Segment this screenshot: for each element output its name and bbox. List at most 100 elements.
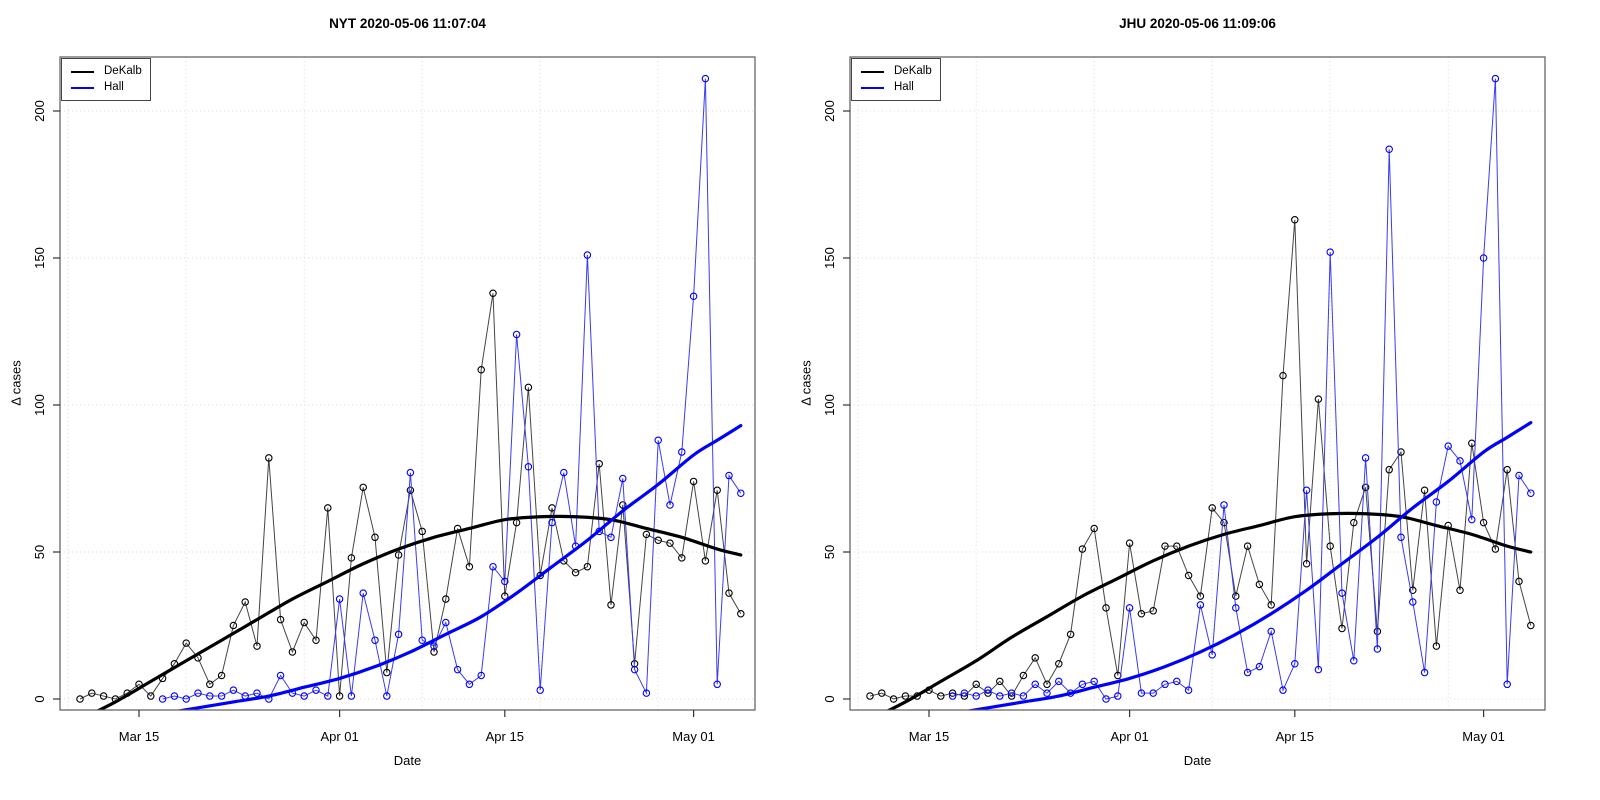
nyt-dekalb-point xyxy=(76,695,84,703)
jhu-hall-point xyxy=(1409,598,1417,606)
jhu-plot-title: JHU 2020-05-06 11:09:06 xyxy=(1119,16,1276,31)
jhu-dekalb-point xyxy=(1031,654,1039,662)
jhu-hall-point xyxy=(1220,501,1228,509)
nyt-dekalb-point xyxy=(147,692,155,700)
jhu-hall-point xyxy=(1302,486,1311,495)
jhu-hall-point xyxy=(1102,695,1110,703)
jhu-hall-point xyxy=(996,692,1004,700)
jhu-dekalb-point xyxy=(866,692,874,700)
nyt-hall-point xyxy=(253,689,261,697)
y-tick-label: 150 xyxy=(822,247,837,269)
jhu-dekalb-point xyxy=(1137,609,1146,618)
x-tick-label: Apr 01 xyxy=(1110,729,1148,744)
jhu-hall-point xyxy=(1291,659,1299,668)
jhu-dekalb-point xyxy=(1385,465,1393,474)
jhu-hall-point xyxy=(1043,689,1051,697)
legend-item-dekalb: DeKalb xyxy=(71,64,150,80)
jhu-dekalb-point xyxy=(1220,518,1228,527)
jhu-x-axis-label: Date xyxy=(1183,753,1212,768)
nyt-hall-point xyxy=(701,74,710,83)
nyt-dekalb-point xyxy=(583,562,592,571)
nyt-plot-title: NYT 2020-05-06 11:07:04 xyxy=(329,16,486,31)
jhu-dekalb-point xyxy=(1232,592,1240,600)
nyt-hall-trend xyxy=(175,423,743,710)
nyt-hall-point xyxy=(359,589,367,597)
nyt-x-axis-label: Date xyxy=(393,753,422,768)
jhu-hall-point xyxy=(1479,254,1488,262)
nyt-dekalb-point xyxy=(607,601,615,609)
jhu-hall-point xyxy=(1527,489,1535,497)
jhu-dekalb-point xyxy=(1302,560,1311,568)
jhu-hall-point xyxy=(1161,680,1169,689)
nyt-hall-point xyxy=(406,468,415,477)
jhu-plot-box xyxy=(849,56,1546,711)
jhu-hall-point xyxy=(1243,668,1252,677)
nyt-dekalb-point xyxy=(300,618,308,627)
nyt-dekalb-point xyxy=(206,680,214,689)
x-tick-label: Mar 15 xyxy=(909,729,949,744)
nyt-dekalb-point xyxy=(383,668,391,677)
jhu-dekalb-trend xyxy=(886,511,1533,710)
jhu-dekalb-point xyxy=(1397,448,1405,456)
jhu-dekalb-point xyxy=(901,692,910,700)
jhu-dekalb-point xyxy=(1527,621,1535,630)
jhu-hall-series-line xyxy=(952,78,1532,700)
nyt-dekalb-point xyxy=(536,571,544,580)
nyt-dekalb-point xyxy=(701,557,710,565)
nyt-dekalb-point xyxy=(253,642,261,650)
jhu-dekalb-point xyxy=(1055,659,1063,668)
jhu-hall-point xyxy=(984,686,992,694)
jhu-dekalb-point xyxy=(1326,542,1334,550)
x-tick-label: Apr 15 xyxy=(486,729,524,744)
jhu-dekalb-point xyxy=(878,689,886,697)
jhu-hall-point xyxy=(1326,248,1334,256)
jhu-dekalb-point xyxy=(1491,545,1500,553)
nyt-dekalb-point xyxy=(335,692,344,700)
jhu-dekalb-point xyxy=(1456,586,1464,594)
nyt-dekalb-point xyxy=(571,568,580,577)
jhu-hall-point xyxy=(1196,601,1205,609)
nyt-dekalb-point xyxy=(737,609,745,618)
nyt-dekalb-point xyxy=(217,671,226,680)
nyt-dekalb-point xyxy=(182,639,190,647)
legend-label-dekalb: DeKalb xyxy=(894,65,932,78)
nyt-plot-box xyxy=(59,56,756,711)
nyt-hall-point xyxy=(335,595,344,603)
nyt-dekalb-point xyxy=(619,501,627,509)
nyt-dekalb-point xyxy=(406,486,415,495)
nyt-hall-point xyxy=(713,680,721,689)
jhu-hall-point xyxy=(1515,471,1523,480)
jhu-dekalb-point xyxy=(1420,486,1429,495)
nyt-dekalb-point xyxy=(654,536,662,544)
nyt-dekalb-point xyxy=(666,539,674,547)
jhu-hall-point xyxy=(1350,657,1358,665)
jhu-hall-point xyxy=(1090,677,1098,686)
jhu-hall-point xyxy=(1173,677,1181,686)
jhu-dekalb-point xyxy=(1267,601,1275,609)
legend-jhu: DeKalb Hall xyxy=(851,58,941,101)
nyt-hall-point xyxy=(737,489,745,497)
nyt-dekalb-point xyxy=(371,533,379,542)
jhu-hall-point xyxy=(1055,677,1063,686)
jhu-dekalb-point xyxy=(1361,483,1370,492)
jhu-dekalb-point xyxy=(1208,504,1216,512)
x-tick-label: Apr 15 xyxy=(1276,729,1314,744)
nyt-hall-point xyxy=(383,692,391,700)
hall-line-sample xyxy=(71,86,94,90)
jhu-hall-point xyxy=(1361,454,1370,462)
legend-item-hall: Hall xyxy=(71,80,150,96)
nyt-dekalb-point xyxy=(524,383,533,392)
x-tick-label: Apr 01 xyxy=(320,729,358,744)
nyt-hall-point xyxy=(276,671,285,680)
nyt-hall-point xyxy=(170,692,179,700)
nyt-hall-point xyxy=(158,695,167,703)
nyt-y-axis-label: Δ cases xyxy=(8,360,24,406)
jhu-dekalb-point xyxy=(1409,586,1417,594)
nyt-dekalb-point xyxy=(88,689,96,697)
jhu-dekalb-point xyxy=(1125,539,1134,547)
nyt-hall-point xyxy=(607,533,615,542)
jhu-dekalb-point xyxy=(996,677,1004,686)
y-tick-label: 50 xyxy=(32,545,47,559)
jhu-dekalb-point xyxy=(1515,577,1523,586)
